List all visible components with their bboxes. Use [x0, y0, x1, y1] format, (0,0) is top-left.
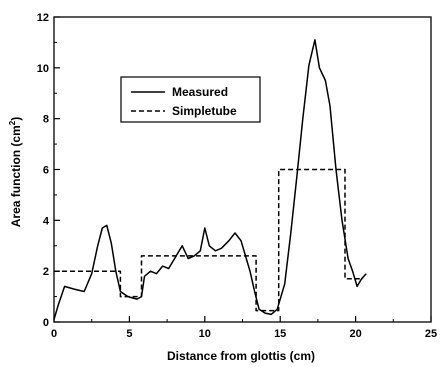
y-tick-label: 0 [43, 317, 49, 329]
x-tick-label: 15 [274, 328, 286, 340]
y-tick-label: 8 [43, 114, 49, 126]
series-line-measured [53, 39, 367, 320]
x-tick-label: 5 [126, 328, 132, 340]
plot-frame [53, 16, 432, 323]
series-layer [53, 39, 367, 320]
y-tick-label: 10 [37, 63, 49, 75]
series-line-simpletube [54, 168, 364, 312]
x-tick-label: 0 [51, 328, 57, 340]
y-tick-label: 12 [37, 12, 49, 24]
legend-box [120, 76, 261, 123]
y-tick-label: 6 [43, 165, 49, 177]
y-tick-label: 4 [43, 215, 50, 227]
tick-labels: 0 5 10 15 20 25 0 2 4 6 8 10 12 [37, 12, 437, 340]
y-axis-title: Area function (cm2) [8, 117, 23, 227]
legend: Measured Simpletube [120, 76, 261, 123]
x-tick-label: 10 [199, 328, 211, 340]
y-axis-title-main: Area function (cm [9, 125, 23, 227]
y-tick-label: 2 [43, 266, 49, 278]
x-tick-label: 25 [425, 328, 437, 340]
x-tick-label: 20 [349, 328, 361, 340]
y-axis-title-end: ) [9, 117, 23, 121]
y-axis-title-superscript: 2 [8, 120, 17, 125]
legend-simpletube-label: Simpletube [172, 104, 237, 118]
x-axis-title: Distance from glottis (cm) [167, 349, 315, 363]
axis-ticks [53, 16, 432, 323]
legend-measured-label: Measured [172, 85, 228, 99]
